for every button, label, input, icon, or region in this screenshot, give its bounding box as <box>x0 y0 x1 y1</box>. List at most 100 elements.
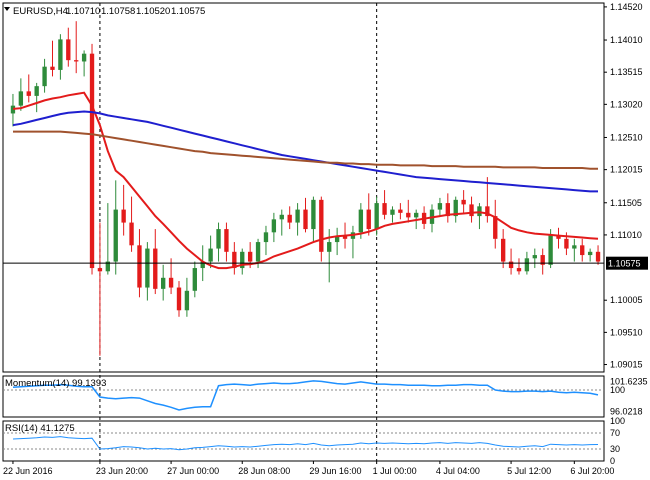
candle-body[interactable] <box>26 91 31 96</box>
candle-body[interactable] <box>247 251 253 262</box>
candle-body[interactable] <box>390 209 395 215</box>
momentum-indicator-label: Momentum(14) 99.1393 <box>5 378 106 389</box>
candle-body[interactable] <box>168 277 174 288</box>
candle-body[interactable] <box>406 212 411 218</box>
candle-body[interactable] <box>216 229 221 249</box>
candle-body[interactable] <box>485 206 490 217</box>
y-tick-label: 1.09015 <box>610 360 643 370</box>
candle-body[interactable] <box>461 199 466 205</box>
y-tick-label: 1.12510 <box>610 132 643 142</box>
candle-body[interactable] <box>334 235 340 243</box>
x-tick-label: 28 Jun 08:00 <box>238 466 290 476</box>
rsi-tick-label: 30 <box>610 444 620 454</box>
panel-border <box>2 375 605 418</box>
chart-header: EURUSD,H4 1.10710 1.10758 1.10520 1.1057… <box>4 6 205 17</box>
candle-body[interactable] <box>10 105 16 114</box>
candle-body[interactable] <box>493 216 498 239</box>
candle-body[interactable] <box>342 235 348 239</box>
candle-body[interactable] <box>445 203 450 217</box>
candle-body[interactable] <box>358 209 364 233</box>
candle-body[interactable] <box>97 268 103 272</box>
candle-body[interactable] <box>580 245 585 256</box>
candle-body[interactable] <box>374 203 379 230</box>
moving-average-long <box>13 130 598 170</box>
y-tick-label: 1.11505 <box>610 198 642 208</box>
candle-body[interactable] <box>398 209 403 213</box>
rsi-tick-label: 70 <box>610 428 620 438</box>
rsi-panel[interactable] <box>3 432 604 451</box>
momentum-tick-label: 101.6235 <box>610 376 648 386</box>
candle-body[interactable] <box>89 53 95 269</box>
panel-border <box>2 420 605 462</box>
candle-body[interactable] <box>500 238 506 262</box>
candle-body[interactable] <box>271 219 277 233</box>
candle-body[interactable] <box>263 232 269 243</box>
candle-body[interactable] <box>145 248 150 288</box>
candle-body[interactable] <box>232 251 237 269</box>
candle-body[interactable] <box>279 214 284 220</box>
candle-body[interactable] <box>587 251 593 256</box>
candle-body[interactable] <box>255 242 261 262</box>
candle-body[interactable] <box>113 209 118 262</box>
candle-body[interactable] <box>414 212 419 218</box>
candle-body[interactable] <box>42 66 47 87</box>
candle-body[interactable] <box>66 39 71 61</box>
candle-body[interactable] <box>311 199 316 230</box>
moving-average-short <box>12 91 599 270</box>
candle-body[interactable] <box>18 91 24 106</box>
candle-body[interactable] <box>184 290 190 311</box>
candle-body[interactable] <box>437 203 443 210</box>
candle-body[interactable] <box>548 235 553 265</box>
candle-body[interactable] <box>129 222 134 246</box>
x-tick-label: 6 Jul 20:00 <box>570 466 614 476</box>
current-price-tag: 1.10575 <box>606 256 648 270</box>
candle-body[interactable] <box>200 261 205 269</box>
candle-body[interactable] <box>74 60 79 62</box>
x-tick-label: 22 Jun 2016 <box>3 466 53 476</box>
momentum-panel[interactable] <box>3 380 604 411</box>
candle-body[interactable] <box>192 268 197 291</box>
candle-body[interactable] <box>303 209 308 230</box>
x-tick-label: 27 Jun 00:00 <box>167 466 219 476</box>
y-tick-label: 1.14010 <box>610 35 643 45</box>
candle-body[interactable] <box>319 199 324 252</box>
candle-body[interactable] <box>595 251 601 262</box>
candle-body[interactable] <box>327 242 332 252</box>
candle-body[interactable] <box>176 287 182 311</box>
candle-body[interactable] <box>58 39 63 70</box>
candle-body[interactable] <box>153 248 158 289</box>
candle-body[interactable] <box>524 258 530 272</box>
panel-frames <box>2 2 605 462</box>
candle-body[interactable] <box>105 261 111 272</box>
candle-body[interactable] <box>540 255 545 265</box>
candle-body[interactable] <box>81 53 87 62</box>
candle-body[interactable] <box>34 86 39 96</box>
candle-body[interactable] <box>224 229 229 252</box>
dropdown-triangle-icon[interactable] <box>4 7 10 11</box>
candle-body[interactable] <box>572 245 577 249</box>
candle-body[interactable] <box>556 235 561 239</box>
candle-body[interactable] <box>469 204 474 217</box>
candle-body[interactable] <box>208 248 213 262</box>
x-tick-label: 23 Jun 20:00 <box>96 466 148 476</box>
candle-body[interactable] <box>295 209 300 223</box>
candle-body[interactable] <box>532 255 537 259</box>
candle-body[interactable] <box>121 209 126 223</box>
candle-body[interactable] <box>137 245 142 288</box>
candle-body[interactable] <box>516 268 522 272</box>
price-panel[interactable] <box>3 21 604 356</box>
candle-body[interactable] <box>564 238 569 249</box>
y-tick-label: 1.14520 <box>610 2 643 12</box>
y-tick-label: 1.09510 <box>610 327 643 337</box>
candle-body[interactable] <box>366 209 371 230</box>
candle-body[interactable] <box>287 214 292 223</box>
momentum-line <box>12 380 599 411</box>
candle-body[interactable] <box>240 251 245 269</box>
candle-body[interactable] <box>508 261 514 269</box>
candle-body[interactable] <box>50 66 55 70</box>
open-value: 1.10710 <box>66 6 100 17</box>
candle-body[interactable] <box>161 277 166 289</box>
candle-body[interactable] <box>453 199 458 217</box>
candle-body[interactable] <box>382 203 387 215</box>
